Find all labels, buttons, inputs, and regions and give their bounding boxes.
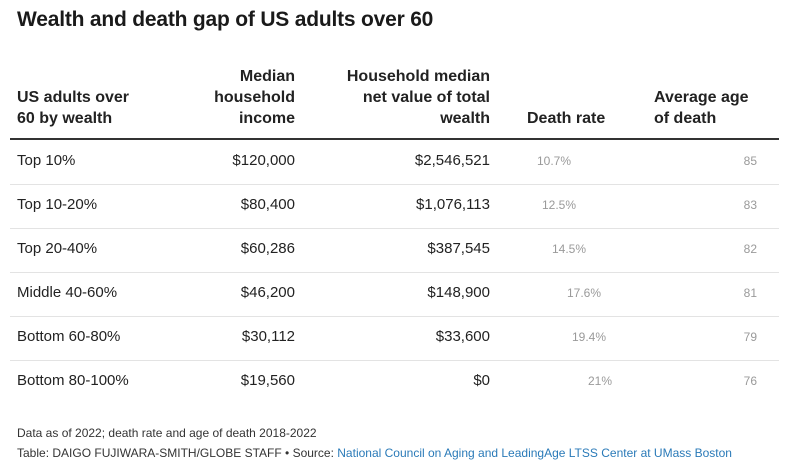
row-net-wealth-value: $33,600 (435, 328, 490, 345)
row-income-value: $120,000 (232, 152, 295, 169)
row-income-value: $60,286 (240, 240, 295, 257)
table-row: Top 10-20% $80,400 $1,076,113 12.5% 83 (10, 184, 779, 229)
source-link[interactable]: National Council on Aging and LeadingAge… (337, 446, 732, 460)
header-death-rate: Death rate (527, 110, 606, 127)
row-group-label: Bottom 80-100% (17, 372, 129, 389)
row-average-age-value: 82 (743, 242, 757, 256)
row-net-wealth-value: $148,900 (427, 284, 490, 301)
table-row: Bottom 80-100% $19,560 $0 21% 76 (10, 360, 779, 404)
header-net-wealth: Household median net value of total weal… (346, 68, 490, 127)
row-death-rate-value: 14.5% (552, 242, 587, 256)
row-group-label: Top 10% (17, 152, 76, 169)
row-average-age-value: 79 (743, 330, 757, 344)
row-group-label: Bottom 60-80% (17, 328, 121, 345)
row-net-wealth-value: $0 (473, 372, 490, 389)
header-average-age: Average age of death (654, 89, 749, 127)
row-income-value: $46,200 (240, 284, 295, 301)
row-death-rate-value: 10.7% (537, 154, 572, 168)
row-income-value: $30,112 (241, 328, 295, 345)
row-net-wealth-value: $2,546,521 (414, 152, 490, 169)
table-row: Middle 40-60% $46,200 $148,900 17.6% 81 (10, 272, 779, 317)
chart-title: Wealth and death gap of US adults over 6… (17, 8, 434, 31)
credit-line: Table: DAIGO FUJIWARA-SMITH/GLOBE STAFF … (17, 446, 732, 460)
credit-prefix: Table: DAIGO FUJIWARA-SMITH/GLOBE STAFF … (17, 446, 338, 460)
row-death-rate-value: 21% (588, 374, 613, 388)
row-average-age-value: 83 (743, 198, 757, 212)
row-death-rate-value: 12.5% (542, 198, 577, 212)
table-row: Top 20-40% $60,286 $387,545 14.5% 82 (10, 228, 779, 273)
header-rule (10, 138, 779, 140)
row-net-wealth-value: $387,545 (427, 240, 490, 257)
row-net-wealth-value: $1,076,113 (416, 196, 490, 213)
row-income-value: $80,400 (240, 196, 295, 213)
header-income: Median household income (214, 68, 295, 127)
row-average-age-value: 76 (743, 374, 757, 388)
row-income-value: $19,560 (240, 372, 295, 389)
footnote: Data as of 2022; death rate and age of d… (17, 426, 317, 440)
row-death-rate-value: 17.6% (567, 286, 602, 300)
row-group-label: Top 10-20% (17, 196, 98, 213)
row-average-age-value: 85 (743, 154, 757, 168)
row-average-age-value: 81 (743, 286, 757, 300)
table-row: Top 10% $120,000 $2,546,521 10.7% 85 (10, 140, 779, 185)
header-group: US adults over 60 by wealth (17, 89, 130, 127)
row-group-label: Middle 40-60% (17, 284, 118, 301)
row-death-rate-value: 19.4% (572, 330, 607, 344)
table-row: Bottom 60-80% $30,112 $33,600 19.4% 79 (10, 316, 779, 361)
row-group-label: Top 20-40% (17, 240, 98, 257)
